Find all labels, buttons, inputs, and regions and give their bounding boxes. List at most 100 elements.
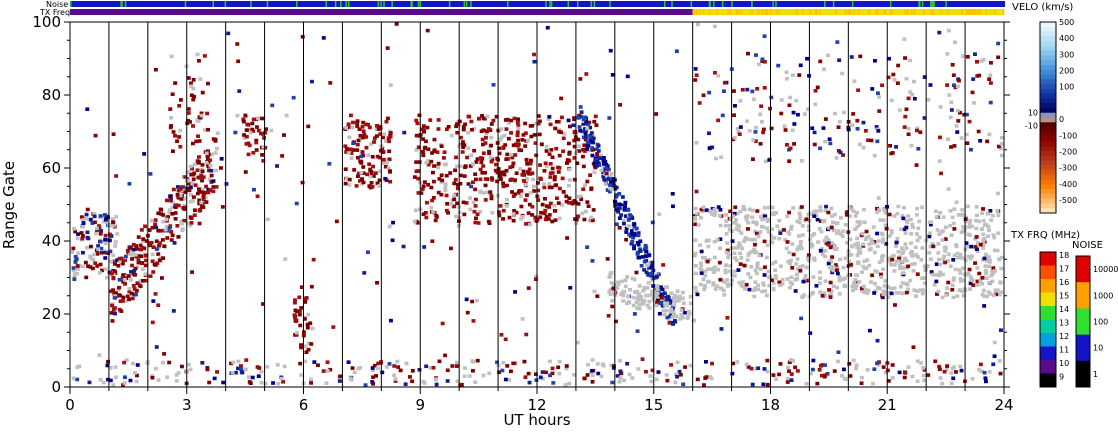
scatter-cell	[236, 366, 240, 371]
scatter-cell	[486, 219, 491, 224]
scatter-cell	[655, 300, 659, 304]
scatter-cell	[712, 213, 717, 217]
scatter-cell	[791, 73, 795, 78]
scatter-cell	[699, 263, 704, 267]
scatter-cell	[603, 182, 608, 186]
scatter-cell	[991, 266, 996, 270]
scatter-cell	[81, 234, 85, 238]
scatter-cell	[85, 230, 90, 235]
scatter-cell	[823, 254, 828, 259]
scatter-cell	[229, 361, 233, 366]
scatter-cell	[611, 184, 616, 188]
scatter-cell	[547, 152, 552, 156]
scatter-cell	[601, 159, 606, 163]
scatter-cell	[911, 345, 916, 349]
scatter-cell	[461, 200, 466, 205]
scatter-cell	[366, 122, 371, 127]
scatter-cell	[489, 194, 494, 198]
scatter-cell	[536, 188, 541, 193]
scatter-cell	[437, 177, 442, 181]
scatter-cell	[192, 94, 196, 99]
scatter-cell	[366, 250, 370, 254]
noise-strip-sample	[250, 1, 252, 7]
scatter-cell	[935, 292, 939, 296]
scatter-cell	[988, 292, 993, 296]
scatter-cell	[547, 205, 551, 209]
scatter-cell	[421, 137, 425, 141]
scatter-cell	[523, 375, 528, 379]
scatter-cell	[526, 371, 531, 376]
scatter-cell	[967, 267, 972, 272]
scatter-cell	[547, 115, 552, 119]
scatter-cell	[692, 253, 697, 258]
scatter-cell	[650, 368, 655, 373]
scatter-cell	[762, 273, 767, 277]
txfreq-strip-sample	[883, 9, 886, 15]
noise-strip-sample	[340, 1, 342, 7]
scatter-cell	[481, 191, 486, 195]
scatter-cell	[564, 199, 569, 204]
scatter-cell	[951, 295, 956, 300]
scatter-cell	[200, 361, 205, 365]
txfreq-strip-sample	[940, 9, 942, 15]
scatter-cell	[620, 206, 625, 210]
scatter-cell	[355, 148, 360, 152]
scatter-cell	[581, 154, 585, 159]
velocity-colorbar-cell	[1040, 198, 1056, 204]
scatter-cell	[881, 292, 886, 296]
scatter-cell	[350, 366, 355, 370]
velocity-colorbar-cell	[1040, 22, 1056, 28]
scatter-cell	[830, 241, 835, 245]
scatter-cell	[601, 174, 606, 179]
scatter-cell	[903, 56, 907, 60]
scatter-cell	[72, 277, 77, 281]
scatter-cell	[171, 130, 176, 134]
scatter-cell	[422, 146, 427, 150]
scatter-cell	[495, 360, 499, 365]
scatter-cell	[745, 214, 750, 218]
scatter-cell	[144, 278, 149, 283]
scatter-cell	[142, 152, 147, 156]
scatter-cell	[236, 359, 241, 364]
scatter-cell	[826, 261, 831, 266]
scatter-cell	[973, 237, 978, 241]
scatter-cell	[473, 172, 478, 176]
scatter-cell	[567, 183, 571, 188]
scatter-cell	[869, 239, 874, 243]
scatter-cell	[723, 268, 728, 273]
txfreq-strip-sample	[975, 9, 977, 15]
scatter-cell	[485, 114, 490, 119]
scatter-cell	[664, 373, 669, 377]
scatter-cell	[872, 250, 877, 255]
scatter-cell	[789, 372, 794, 376]
scatter-cell	[609, 183, 613, 187]
scatter-cell	[410, 379, 415, 384]
scatter-cell	[950, 287, 955, 292]
scatter-cell	[416, 176, 421, 181]
scatter-cell	[691, 318, 696, 323]
scatter-cell	[388, 83, 393, 87]
scatter-cell	[969, 224, 974, 229]
scatter-cell	[351, 141, 356, 145]
scatter-cell	[783, 238, 788, 242]
scatter-cell	[724, 213, 728, 217]
scatter-cell	[567, 150, 572, 155]
scatter-cell	[205, 367, 210, 372]
scatter-cell	[746, 365, 751, 369]
velocity-tick-label: -300	[1059, 164, 1077, 173]
scatter-cell	[718, 277, 723, 282]
scatter-cell	[364, 135, 369, 139]
scatter-cell	[925, 264, 930, 268]
scatter-cell	[455, 130, 460, 135]
scatter-cell	[868, 328, 872, 333]
scatter-cell	[958, 277, 963, 281]
scatter-cell	[922, 116, 927, 120]
scatter-cell	[791, 206, 796, 210]
scatter-cell	[827, 265, 832, 269]
scatter-cell	[417, 160, 422, 164]
scatter-cell	[680, 315, 685, 320]
scatter-cell	[930, 242, 935, 246]
scatter-cell	[189, 81, 193, 86]
scatter-cell	[822, 291, 827, 295]
scatter-cell	[910, 92, 915, 97]
